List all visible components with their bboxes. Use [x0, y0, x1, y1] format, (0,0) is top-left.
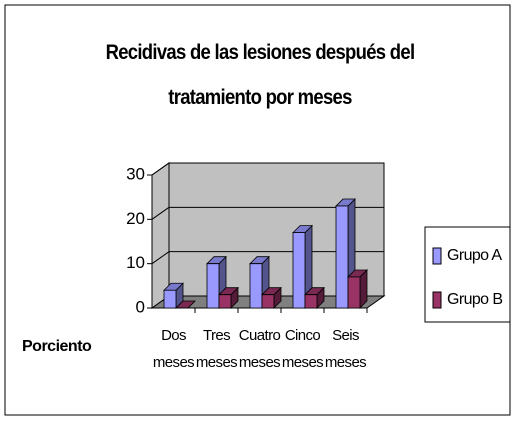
side-wall — [151, 162, 170, 309]
bar-front — [347, 276, 361, 309]
bar-front — [335, 205, 349, 309]
legend-label: Grupo A — [447, 247, 502, 264]
legend-swatch — [432, 247, 442, 265]
chart-title: Recidivas de las lesiones después del tr… — [105, 41, 416, 109]
bar — [163, 282, 184, 309]
bar-front — [218, 294, 232, 309]
bar-front — [304, 294, 318, 309]
bar-front — [292, 232, 306, 309]
y-tick-label: 0 — [136, 297, 145, 316]
bar-front — [249, 263, 263, 309]
x-tick-label: Cuatro meses — [238, 327, 281, 371]
grid-line — [151, 206, 170, 220]
bar — [304, 286, 325, 309]
bar — [292, 224, 313, 309]
bar — [175, 300, 196, 309]
grid-line — [151, 162, 170, 176]
x-tick-label: Cinco meses — [281, 327, 324, 371]
bar-front — [163, 289, 177, 309]
y-axis-label: Porciento — [22, 338, 92, 355]
bar — [261, 286, 282, 309]
y-tick-label: 10 — [126, 253, 145, 272]
legend-swatch — [432, 291, 442, 309]
bar — [218, 286, 239, 309]
y-tick-label: 30 — [126, 164, 145, 183]
bar-front — [206, 263, 220, 309]
x-tick-label: Dos meses — [152, 327, 195, 371]
x-tick-label: Tres meses — [195, 327, 238, 371]
bar — [347, 269, 368, 309]
bar-front — [261, 294, 275, 309]
x-tick-label: Seis meses — [324, 327, 367, 371]
legend-label: Grupo B — [447, 291, 502, 308]
y-tick-label: 20 — [126, 209, 145, 228]
grid-line — [151, 251, 170, 265]
